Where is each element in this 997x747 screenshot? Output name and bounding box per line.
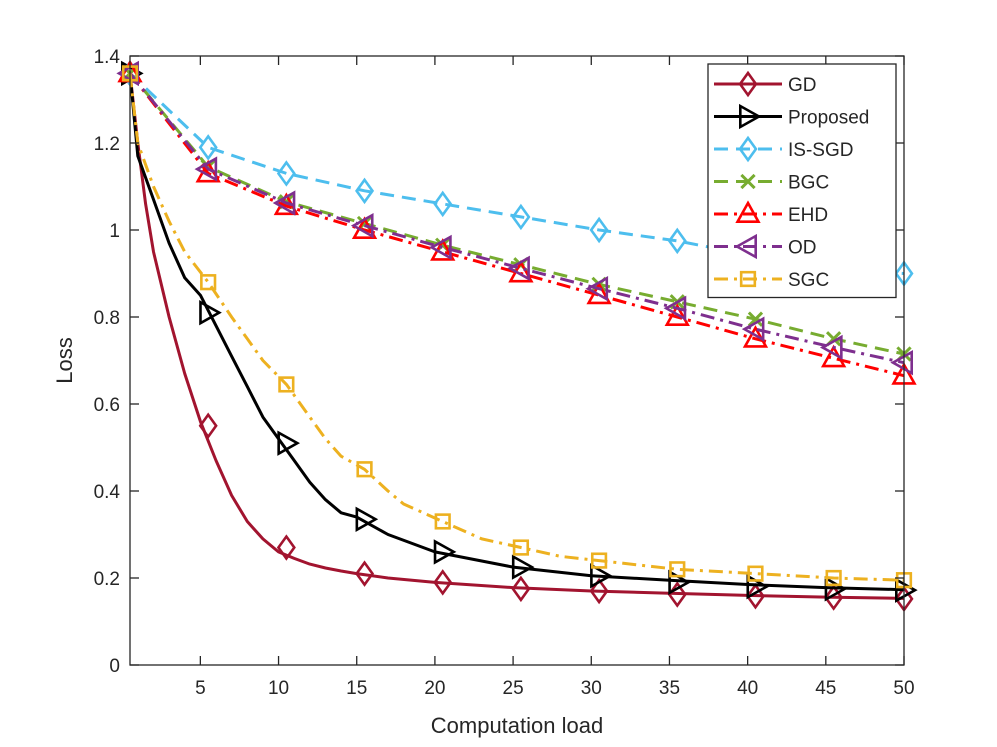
data-point	[747, 311, 764, 327]
data-point	[198, 412, 218, 439]
legend-marker	[739, 270, 757, 288]
legend-entry: SGC	[714, 270, 829, 291]
legend-label: BGC	[788, 173, 829, 194]
data-point	[586, 281, 612, 305]
x-tick-label: 35	[659, 678, 680, 699]
data-point	[433, 569, 453, 596]
data-point	[355, 177, 375, 205]
legend-label: SGC	[788, 270, 829, 291]
data-point	[747, 565, 764, 582]
data-point	[590, 563, 613, 589]
y-tick-label: 1.2	[94, 134, 120, 155]
legend-entry: BGC	[714, 173, 829, 194]
x-tick-label: 20	[424, 678, 445, 699]
series-line	[128, 72, 905, 365]
data-point	[355, 560, 375, 587]
data-point	[429, 234, 452, 261]
legend-marker	[738, 135, 758, 163]
data-point	[824, 584, 844, 611]
legend-entry: OD	[714, 233, 817, 260]
legend-label: Proposed	[788, 108, 869, 129]
data-point	[669, 561, 686, 578]
y-tick-label: 1	[109, 221, 120, 242]
x-tick-label: 15	[346, 678, 367, 699]
x-tick-label: 25	[503, 678, 524, 699]
data-point	[825, 569, 842, 587]
data-point	[507, 255, 530, 281]
x-tick-label: 5	[195, 678, 206, 699]
legend-marker	[738, 103, 762, 130]
y-tick-label: 1.4	[94, 47, 121, 68]
legend-label: OD	[788, 238, 817, 259]
data-point	[434, 513, 451, 530]
legend-marker	[740, 173, 756, 190]
legend-label: GD	[788, 75, 817, 96]
data-point	[512, 539, 530, 556]
x-axis-label: Computation load	[431, 713, 603, 738]
x-tick-label: 50	[893, 678, 914, 699]
x-tick-label: 10	[268, 678, 289, 699]
series-layer	[116, 59, 918, 613]
y-tick-label: 0.4	[94, 482, 121, 503]
x-tick-label: 30	[581, 678, 602, 699]
data-point	[589, 216, 609, 244]
data-point	[663, 295, 687, 321]
legend-marker	[738, 70, 758, 98]
data-point	[276, 534, 296, 561]
data-point	[745, 583, 765, 610]
y-axis-label: Loss	[52, 337, 77, 383]
data-point	[355, 506, 379, 532]
legend-marker	[734, 233, 758, 260]
data-point	[511, 575, 531, 603]
data-point	[200, 274, 217, 291]
data-point	[433, 190, 453, 218]
data-point	[664, 303, 690, 327]
y-tick-label: 0	[109, 656, 120, 677]
data-point	[199, 299, 222, 326]
data-point	[511, 554, 535, 580]
data-point	[277, 430, 301, 456]
x-tick-label: 45	[815, 678, 836, 699]
series-od	[116, 60, 914, 376]
data-point	[350, 212, 374, 239]
data-point	[433, 539, 457, 565]
data-point	[585, 276, 609, 302]
legend-entry: Proposed	[714, 103, 869, 130]
data-point	[511, 203, 531, 231]
series-line	[128, 73, 905, 582]
axes-layer: 5 10 15 20 25 30 35 40 45 50 0 0.2 0.4 0.6 0.8 1 1.2 1.4	[94, 47, 915, 699]
data-point	[894, 577, 918, 603]
axes-box	[129, 55, 905, 666]
legend-entry: EHD	[714, 200, 828, 226]
x-tick-label: 40	[737, 678, 758, 699]
legend-label: IS-SGD	[788, 140, 853, 161]
data-point	[194, 156, 218, 182]
data-point	[667, 227, 687, 255]
legend-entry: GD	[714, 70, 817, 98]
data-point	[741, 316, 765, 342]
data-point	[198, 134, 218, 161]
data-point	[272, 190, 296, 216]
legend: GD Proposed IS-SGD BGC EHD OD SGC	[707, 63, 897, 299]
data-point	[819, 334, 843, 361]
data-point	[890, 350, 914, 376]
data-point	[590, 552, 608, 569]
data-point	[276, 160, 296, 187]
data-point	[278, 376, 295, 393]
data-point	[589, 577, 609, 605]
series-line	[128, 73, 905, 592]
y-tick-label: 0.6	[94, 395, 120, 416]
legend-label: EHD	[788, 205, 828, 226]
data-point	[356, 461, 373, 478]
y-tick-label: 0.8	[94, 308, 120, 329]
legend-marker	[735, 200, 761, 223]
legend-entry: IS-SGD	[714, 135, 853, 163]
y-tick-label: 0.2	[94, 569, 120, 590]
